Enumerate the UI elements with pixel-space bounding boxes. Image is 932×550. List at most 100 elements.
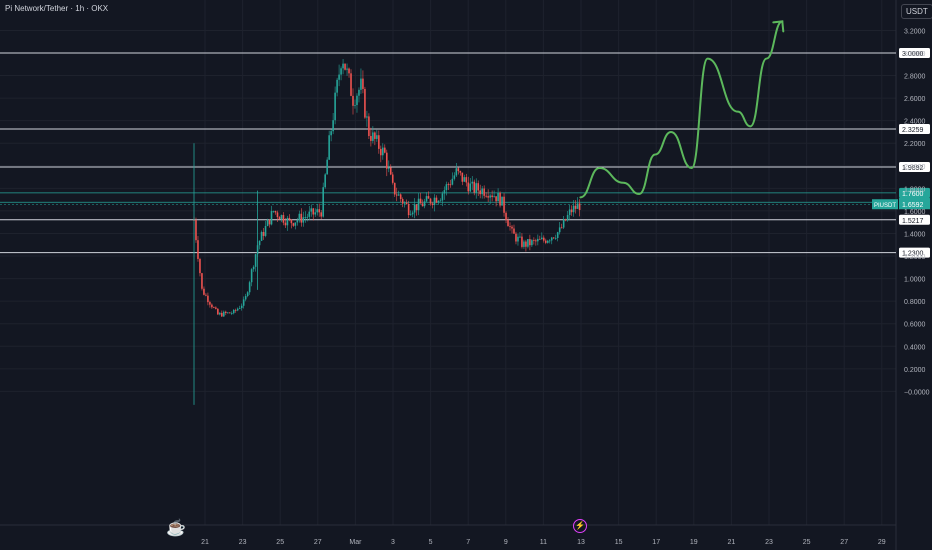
candle-body — [225, 311, 227, 314]
candle-body — [324, 174, 326, 188]
chart-grid — [0, 0, 897, 550]
candle-body — [312, 208, 315, 215]
candle-body — [497, 192, 499, 202]
candle-body — [403, 202, 406, 204]
candle-body — [213, 307, 215, 309]
candle-body — [523, 241, 525, 247]
candle-body — [296, 220, 299, 223]
candle-body — [230, 313, 233, 315]
candle-body — [316, 209, 319, 213]
time-tick-label: 13 — [577, 539, 585, 546]
candle-body — [537, 238, 539, 242]
candle-body — [539, 238, 541, 240]
candle-body — [485, 195, 487, 197]
candle-body — [306, 216, 309, 218]
lightning-bolt-icon[interactable]: ⚡ — [573, 519, 587, 533]
candle-body — [457, 168, 460, 172]
candle-body — [447, 184, 450, 186]
candle-body — [195, 220, 197, 241]
candle-body — [435, 197, 438, 203]
symbol-tag — [872, 199, 898, 210]
candle-body — [326, 159, 328, 175]
candle-body — [199, 258, 201, 274]
candle-body — [294, 222, 297, 226]
candle-body — [304, 217, 307, 218]
candle-body — [427, 196, 430, 199]
candle-body — [389, 167, 392, 175]
price-tick-label: 1.4000 — [904, 231, 926, 238]
price-tick-label: 1.8000 — [904, 186, 926, 193]
candle-body — [368, 116, 370, 137]
candle-body — [254, 254, 257, 267]
candle-body — [264, 226, 267, 236]
time-tick-label: 27 — [314, 539, 322, 546]
candle-body — [250, 269, 253, 283]
candle-body — [286, 217, 289, 226]
time-tick-label: 15 — [615, 539, 623, 546]
candle-body — [246, 292, 249, 297]
price-tick-label: 2.8000 — [904, 74, 926, 81]
candle-body — [358, 89, 360, 96]
candle-body — [270, 211, 273, 225]
candle-body — [503, 196, 505, 213]
candle-body — [415, 204, 418, 211]
candle-body — [443, 190, 446, 194]
price-tick-label: 2.2000 — [904, 141, 926, 148]
candle-body — [360, 78, 362, 90]
candle-body — [421, 203, 424, 207]
candle-body — [550, 237, 553, 241]
candle-body — [328, 135, 330, 160]
level-price-tag — [899, 214, 930, 225]
time-tick-label: 11 — [540, 539, 547, 546]
price-axis[interactable]: 3.2000 3.0000 2.8000 2.6000 2.4000 2.2000 2.00… — [904, 28, 930, 396]
candle-body — [487, 196, 489, 198]
time-tick-label: 25 — [276, 539, 284, 546]
currency-button[interactable]: USDT — [901, 4, 932, 19]
candle-body — [370, 136, 372, 141]
candle-body — [417, 198, 420, 211]
candle-body — [423, 201, 426, 207]
candle-body — [546, 240, 549, 243]
candle-body — [465, 177, 468, 183]
candle-body — [320, 212, 322, 217]
candle-body — [473, 181, 476, 193]
time-axis[interactable]: 21 23 25 27 Mar 3 5 7 9 11 13 15 17 19 21 23 25 27 29 — [201, 539, 886, 546]
candle-body — [234, 309, 237, 311]
candle-body — [221, 312, 223, 317]
level-price-tag — [899, 48, 930, 58]
candle-body — [533, 240, 535, 241]
candle-body — [338, 74, 340, 80]
candle-body — [479, 190, 481, 195]
price-tick-label: 0.4000 — [904, 344, 926, 351]
time-tick-label: 9 — [504, 539, 508, 546]
candle-body — [282, 215, 285, 223]
candle-body — [197, 240, 199, 259]
candle-body — [366, 116, 368, 118]
projection-drawing[interactable] — [579, 20, 785, 199]
candle-body — [242, 299, 245, 306]
candle-body — [387, 167, 390, 169]
candle-body — [348, 68, 350, 74]
candle-body — [527, 239, 529, 247]
candle-body — [501, 196, 503, 206]
candle-body — [552, 237, 555, 239]
candle-body — [409, 214, 412, 216]
candle-body — [413, 204, 416, 213]
time-tick-label: 19 — [690, 539, 698, 546]
candle-body — [437, 200, 440, 203]
candle-body — [401, 199, 404, 204]
candle-body — [543, 237, 545, 241]
horizontal-levels[interactable]: 3.00002.32591.98921.76001.67691.52171.23… — [0, 48, 930, 258]
candle-body — [489, 195, 491, 198]
level-price-label: 3.0000 — [902, 51, 924, 58]
candle-body — [441, 193, 444, 201]
candle-body — [419, 198, 422, 204]
candle-body — [505, 212, 507, 221]
time-tick-label: 23 — [239, 539, 247, 546]
candle-body — [322, 187, 324, 217]
price-tick-label: 2.6000 — [904, 96, 926, 103]
candle-body — [340, 68, 342, 75]
candle-body — [548, 240, 551, 242]
price-tick-label: 1.0000 — [904, 277, 926, 284]
